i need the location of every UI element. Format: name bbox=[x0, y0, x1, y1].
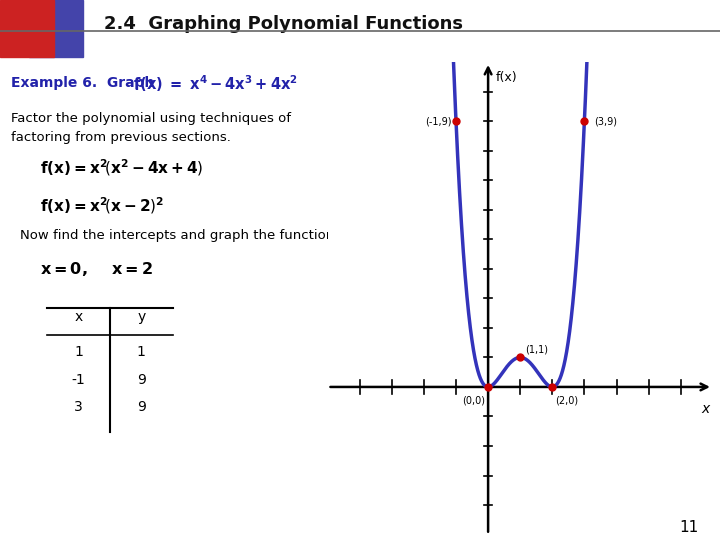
Text: -1: -1 bbox=[71, 373, 85, 387]
Text: $\mathbf{x = 0,\quad \ x = 2}$: $\mathbf{x = 0,\quad \ x = 2}$ bbox=[40, 260, 153, 278]
Text: 3: 3 bbox=[74, 400, 83, 414]
Text: $\mathbf{f(x)\ =\ x^4 - 4x^3 + 4x^2}$: $\mathbf{f(x)\ =\ x^4 - 4x^3 + 4x^2}$ bbox=[133, 73, 298, 94]
Text: 11: 11 bbox=[679, 519, 698, 535]
Text: Example 6.  Graph: Example 6. Graph bbox=[11, 76, 163, 90]
Bar bbox=[0, 0, 54, 57]
Text: (0,0): (0,0) bbox=[462, 396, 485, 406]
Text: (2,0): (2,0) bbox=[556, 396, 579, 406]
Text: Factor the polynomial using techniques of: Factor the polynomial using techniques o… bbox=[11, 112, 290, 125]
Text: $\mathbf{f(x) = x^2\!\left(x - 2\right)^2}$: $\mathbf{f(x) = x^2\!\left(x - 2\right)^… bbox=[40, 195, 165, 216]
Text: (-1,9): (-1,9) bbox=[425, 116, 451, 126]
Text: f(x): f(x) bbox=[496, 71, 518, 84]
Text: 9: 9 bbox=[137, 400, 145, 414]
Text: 1: 1 bbox=[74, 345, 83, 359]
Text: $\mathbf{f(x) = x^2\!\left(x^2 - 4x + 4\right)}$: $\mathbf{f(x) = x^2\!\left(x^2 - 4x + 4\… bbox=[40, 157, 204, 178]
Text: (1,1): (1,1) bbox=[525, 345, 548, 354]
Text: factoring from previous sections.: factoring from previous sections. bbox=[11, 131, 230, 144]
Text: 1: 1 bbox=[137, 345, 145, 359]
Text: 2.4  Graphing Polynomial Functions: 2.4 Graphing Polynomial Functions bbox=[104, 15, 464, 33]
Text: x: x bbox=[74, 310, 83, 324]
Bar bbox=[29, 0, 83, 57]
Text: 9: 9 bbox=[137, 373, 145, 387]
Text: (3,9): (3,9) bbox=[594, 116, 617, 126]
Text: x: x bbox=[701, 402, 710, 416]
Text: y: y bbox=[138, 310, 145, 324]
Text: Now find the intercepts and graph the function.: Now find the intercepts and graph the fu… bbox=[20, 229, 339, 242]
